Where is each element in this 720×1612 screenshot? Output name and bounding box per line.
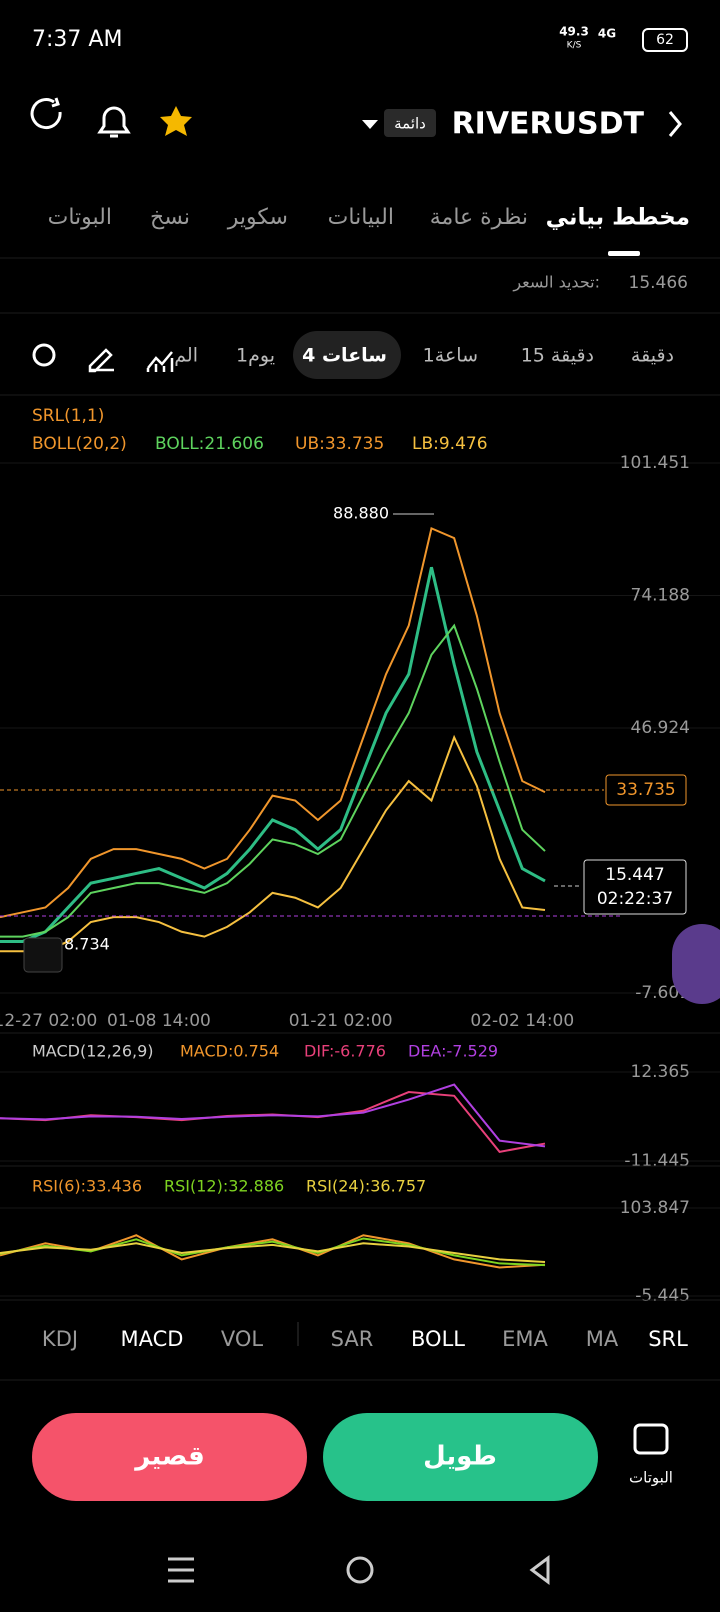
timeframe[interactable]: 15 دقيقة — [521, 345, 594, 367]
timeframe[interactable]: 1ساعة — [423, 345, 478, 367]
bots-label[interactable]: البوتات — [629, 1469, 673, 1487]
y-tick-label: 12.365 — [631, 1062, 690, 1082]
low-label: 8.734 — [64, 935, 110, 954]
series-line — [0, 623, 546, 938]
expand-button[interactable] — [23, 937, 63, 973]
indicator-tab[interactable]: BOLL — [411, 1327, 465, 1351]
last-price: 15.447 — [605, 865, 664, 885]
next-icon[interactable] — [668, 111, 682, 137]
tab[interactable]: نسخ — [150, 205, 190, 230]
dropdown-icon[interactable] — [362, 120, 378, 129]
series-line — [0, 526, 546, 919]
rsi6: RSI(6):33.436 — [32, 1177, 142, 1196]
timeframe[interactable]: الم — [174, 345, 198, 367]
network: 4G — [598, 27, 616, 41]
net-unit: K/S — [567, 41, 582, 51]
battery: 62 — [656, 32, 674, 48]
ub-price: 33.735 — [616, 780, 675, 800]
contract-type: دائمة — [394, 115, 426, 133]
series-line — [0, 1242, 546, 1264]
time: 7:37 AM — [32, 27, 122, 52]
timeframe[interactable]: 1يوم — [236, 345, 275, 367]
price-label: تحديد السعر: — [512, 273, 600, 293]
tab[interactable]: مخطط بياني — [546, 205, 690, 231]
dea-value: DEA:-7.529 — [408, 1042, 498, 1061]
macd-value: MACD:0.754 — [180, 1042, 279, 1061]
timeframe[interactable]: 4 ساعات — [302, 345, 387, 367]
series-line — [0, 1237, 546, 1267]
countdown: 02:22:37 — [597, 889, 673, 909]
timeframe[interactable]: دقيقة — [631, 345, 674, 367]
long-button[interactable] — [323, 1413, 598, 1501]
boll-ub: UB:33.735 — [295, 434, 384, 454]
net-speed: 49.3 — [559, 25, 589, 39]
y-tick-label: 74.188 — [631, 586, 690, 606]
tab-indicator — [608, 251, 640, 256]
symbol[interactable]: RIVERUSDT — [452, 107, 645, 142]
y-tick-label: 103.847 — [620, 1198, 690, 1218]
bots-icon[interactable] — [633, 1423, 669, 1455]
boll-mid: BOLL:21.606 — [155, 434, 264, 454]
indicator-tab[interactable]: VOL — [221, 1327, 264, 1351]
x-tick-label: 02-02 14:00 — [470, 1011, 574, 1031]
macd-title: MACD(12,26,9) — [32, 1042, 154, 1061]
settings-icon[interactable] — [32, 343, 56, 367]
y-tick-label: 46.924 — [631, 718, 690, 738]
nav-back[interactable] — [529, 1555, 550, 1585]
indicator-tab[interactable]: EMA — [502, 1327, 548, 1351]
draw-icon[interactable] — [88, 348, 114, 373]
srl-label: SRL(1,1) — [32, 406, 104, 426]
favorite-icon[interactable] — [160, 106, 192, 136]
alert-icon[interactable] — [97, 106, 131, 138]
price-value: 15.466 — [629, 273, 688, 293]
short-label: قصير — [133, 1442, 204, 1472]
tab[interactable]: البيانات — [328, 205, 394, 230]
series-line — [0, 1083, 546, 1148]
boll-lb: LB:9.476 — [412, 434, 488, 454]
x-tick-label: 01-21 02:00 — [289, 1011, 393, 1031]
nav-menu[interactable] — [168, 1557, 194, 1583]
indicator-tab[interactable]: KDJ — [42, 1327, 78, 1351]
y-tick-label: -11.445 — [624, 1151, 690, 1171]
dif-value: DIF:-6.776 — [304, 1042, 386, 1061]
assistant-bubble[interactable] — [672, 924, 720, 1004]
battery-icon — [642, 28, 688, 52]
y-tick-label: -5.445 — [635, 1286, 690, 1306]
long-label: طويل — [423, 1442, 497, 1472]
short-button[interactable] — [32, 1413, 307, 1501]
last-box — [583, 859, 687, 915]
rsi24: RSI(24):36.757 — [306, 1177, 426, 1196]
refresh-icon[interactable] — [30, 97, 62, 130]
series-line — [0, 734, 546, 953]
nav-home[interactable] — [346, 1556, 374, 1584]
contract-badge — [384, 109, 436, 137]
tab[interactable]: سكوير — [227, 205, 288, 230]
indicator-tab[interactable]: MA — [586, 1327, 619, 1351]
indicator-tab[interactable]: MACD — [121, 1327, 184, 1351]
tab[interactable]: نظرة عامة — [430, 205, 528, 230]
indicator-tab[interactable]: SRL — [648, 1327, 688, 1351]
x-tick-label: 01-08 14:00 — [107, 1011, 211, 1031]
boll-label: BOLL(20,2) — [32, 434, 127, 454]
series-line — [0, 566, 546, 943]
tab[interactable]: البوتات — [48, 205, 112, 230]
ub-box — [605, 774, 687, 806]
indicator-icon[interactable] — [146, 351, 174, 372]
x-tick-label: 12-27 02:00 — [0, 1011, 97, 1031]
timeframe-selected — [293, 331, 401, 379]
y-tick-label: 101.451 — [620, 453, 690, 473]
rsi12: RSI(12):32.886 — [164, 1177, 284, 1196]
indicator-tab[interactable]: SAR — [331, 1327, 374, 1351]
high-label: 88.880 — [333, 504, 389, 523]
